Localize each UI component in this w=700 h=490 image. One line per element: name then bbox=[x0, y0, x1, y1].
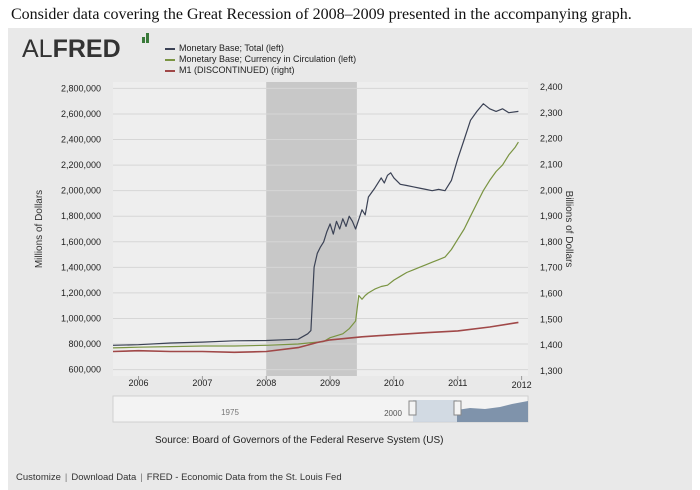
y2-tick-label: 1,800 bbox=[540, 237, 563, 247]
legend-label: Monetary Base; Total (left) bbox=[179, 43, 284, 53]
y2-tick-label: 2,300 bbox=[540, 108, 563, 118]
y-tick-label: 1,000,000 bbox=[61, 313, 101, 323]
y2-tick-label: 2,000 bbox=[540, 185, 563, 195]
y-tick-label: 2,200,000 bbox=[61, 160, 101, 170]
x-tick-label: 2012 bbox=[512, 380, 532, 390]
y-axis-label: Millions of Dollars bbox=[34, 190, 45, 268]
x-tick-label: 2011 bbox=[448, 378, 467, 388]
y2-tick-label: 1,500 bbox=[540, 314, 563, 324]
legend-item-m1[interactable]: M1 (DISCONTINUED) (right) bbox=[165, 65, 356, 76]
x-tick-label: 2009 bbox=[320, 378, 340, 388]
legend-label: M1 (DISCONTINUED) (right) bbox=[179, 65, 295, 75]
recession-band bbox=[266, 82, 357, 376]
fred-home-link[interactable]: FRED - Economic Data from the St. Louis … bbox=[146, 472, 342, 483]
series-line-currency bbox=[112, 141, 519, 349]
y2-tick-label: 2,100 bbox=[540, 160, 563, 170]
navigator-handle-left bbox=[408, 400, 417, 416]
legend-swatch bbox=[165, 47, 175, 50]
logo-light-text: AL bbox=[22, 35, 53, 63]
y2-axis-label: Billions of Dollars bbox=[563, 191, 574, 268]
chart-legend: Monetary Base; Total (left) Monetary Bas… bbox=[165, 43, 356, 76]
y-tick-label: 800,000 bbox=[68, 339, 101, 349]
y-tick-label: 2,000,000 bbox=[61, 186, 101, 196]
separator: | bbox=[64, 472, 68, 483]
legend-item-currency[interactable]: Monetary Base; Currency in Circulation (… bbox=[165, 54, 356, 65]
download-data-link[interactable]: Download Data bbox=[71, 472, 137, 483]
y-tick-label: 1,800,000 bbox=[61, 211, 101, 221]
y2-tick-label: 1,400 bbox=[540, 340, 563, 350]
x-tick-label: 2007 bbox=[192, 378, 212, 388]
y2-tick-label: 2,400 bbox=[540, 82, 563, 92]
legend-label: Monetary Base; Currency in Circulation (… bbox=[179, 54, 357, 64]
footer-links: Customize | Download Data | FRED - Economic … bbox=[16, 472, 342, 483]
y-tick-label: 2,800,000 bbox=[61, 83, 101, 93]
separator: | bbox=[140, 472, 143, 483]
y2-tick-label: 2,200 bbox=[540, 134, 563, 144]
x-tick-label: 2006 bbox=[129, 378, 149, 388]
legend-item-monetary-base[interactable]: Monetary Base; Total (left) bbox=[165, 43, 356, 54]
y-tick-label: 2,600,000 bbox=[61, 109, 101, 119]
question-text: Consider data covering the Great Recessi… bbox=[11, 6, 632, 23]
y-tick-label: 2,400,000 bbox=[61, 135, 101, 145]
navigator-overview-area bbox=[457, 401, 528, 422]
logo-bold-text: FRED bbox=[52, 35, 121, 63]
y-tick-label: 600,000 bbox=[68, 365, 101, 375]
navigator-end-label: 2000 bbox=[384, 409, 402, 418]
navigator-start-label: 1975 bbox=[221, 408, 239, 417]
legend-swatch bbox=[165, 58, 175, 61]
legend-swatch bbox=[165, 69, 175, 72]
fred-logo[interactable]: ALFRED bbox=[22, 35, 121, 64]
y-tick-label: 1,600,000 bbox=[61, 237, 101, 247]
x-tick-label: 2008 bbox=[256, 378, 276, 388]
series-line-monetary-base bbox=[112, 103, 519, 346]
series-line-m1 bbox=[112, 321, 519, 354]
source-note: Source: Board of Governors of the Federa… bbox=[155, 435, 444, 446]
y-tick-label: 1,200,000 bbox=[61, 288, 101, 298]
navigator-selection bbox=[413, 400, 457, 422]
y2-tick-label: 1,300 bbox=[540, 366, 563, 376]
y2-tick-label: 1,900 bbox=[540, 211, 563, 221]
y-tick-label: 1,400,000 bbox=[61, 262, 101, 272]
navigator-handle-right bbox=[453, 400, 462, 416]
y2-tick-label: 1,600 bbox=[540, 288, 563, 298]
customize-link[interactable]: Customize bbox=[16, 472, 61, 483]
y2-tick-label: 1,700 bbox=[540, 263, 563, 273]
x-tick-label: 2010 bbox=[384, 378, 404, 388]
